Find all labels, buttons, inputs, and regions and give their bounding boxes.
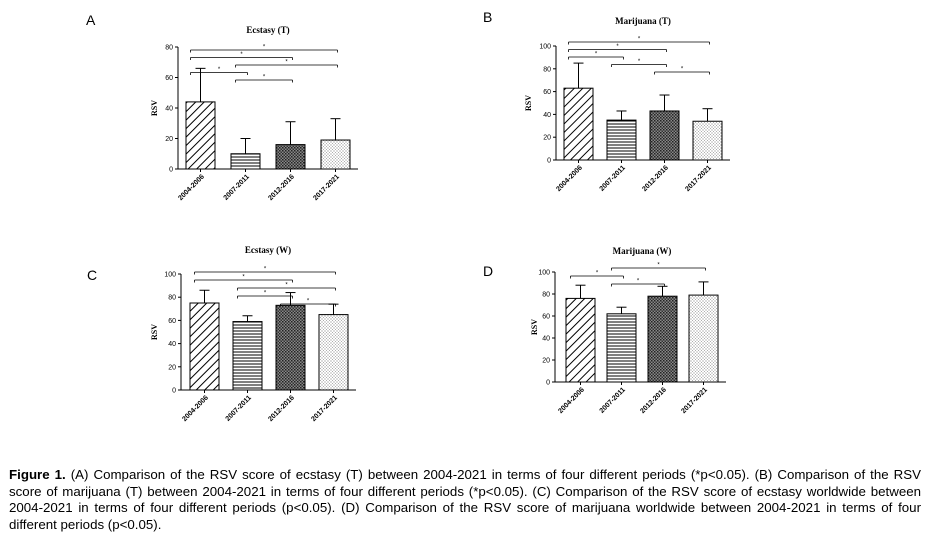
category-label: 2007-2011 bbox=[599, 386, 627, 414]
category-label: 2017-2021 bbox=[684, 164, 713, 193]
caption-text: (A) Comparison of the RSV score of ecsta… bbox=[9, 467, 921, 532]
y-tick-label: 40 bbox=[168, 341, 176, 348]
bar bbox=[320, 139, 351, 170]
bar bbox=[230, 153, 261, 170]
category-label: 2012-2016 bbox=[641, 164, 670, 193]
bar bbox=[649, 110, 680, 161]
chart-title: Ecstasy (W) bbox=[245, 245, 291, 255]
significance-star: * bbox=[285, 283, 288, 289]
category-label: 2017-2021 bbox=[312, 173, 341, 202]
category-label: 2007-2011 bbox=[225, 394, 253, 422]
y-tick-label: 60 bbox=[543, 89, 551, 96]
y-tick-label: 80 bbox=[542, 292, 550, 299]
y-tick-label: 20 bbox=[165, 136, 173, 143]
bar bbox=[606, 119, 637, 161]
y-tick-label: 100 bbox=[164, 272, 176, 279]
y-tick-label: 0 bbox=[547, 158, 551, 165]
chart-title: Ecstasy (T) bbox=[246, 25, 289, 35]
significance-star: * bbox=[285, 60, 288, 66]
y-tick-label: 60 bbox=[542, 314, 550, 321]
bar bbox=[185, 101, 216, 170]
bar bbox=[563, 87, 594, 161]
chart-marijuana-w: Marijuana (W) RSV 0 20 40 60 80 100 2004-2006 200… bbox=[530, 246, 726, 415]
y-axis-label: RSV bbox=[150, 100, 159, 116]
category-label: 2007-2011 bbox=[599, 164, 627, 192]
chart-title: Marijuana (W) bbox=[613, 246, 672, 256]
significance-star: * bbox=[638, 59, 641, 65]
y-tick-label: 60 bbox=[165, 75, 173, 82]
category-label: 2012-2016 bbox=[267, 394, 296, 423]
significance-star: * bbox=[218, 67, 221, 73]
chart-ecstasy-t: Ecstasy (T) RSV 0 20 40 60 80 2004-2006 2007-201… bbox=[150, 25, 358, 202]
bar bbox=[318, 314, 349, 391]
y-tick-label: 20 bbox=[542, 358, 550, 365]
bar bbox=[565, 297, 596, 383]
category-label: 2004-2006 bbox=[557, 386, 586, 415]
bar bbox=[647, 295, 678, 383]
y-tick-label: 100 bbox=[539, 44, 551, 51]
y-tick-label: 0 bbox=[169, 167, 173, 174]
bar bbox=[189, 302, 220, 391]
significance-star: * bbox=[595, 52, 598, 58]
y-tick-label: 40 bbox=[165, 106, 173, 113]
category-label: 2017-2021 bbox=[680, 386, 709, 415]
category-label: 2017-2021 bbox=[310, 394, 339, 423]
significance-star: * bbox=[242, 275, 245, 281]
y-tick-label: 40 bbox=[543, 112, 551, 119]
significance-star: * bbox=[263, 75, 266, 81]
y-axis-label: RSV bbox=[530, 319, 539, 335]
y-tick-label: 80 bbox=[168, 295, 176, 302]
chart-ecstasy-w: Ecstasy (W) RSV 0 20 40 60 80 100 2004-2006 2007-… bbox=[150, 245, 356, 423]
category-label: 2004-2006 bbox=[177, 173, 206, 202]
y-tick-label: 80 bbox=[543, 66, 551, 73]
panel-letter-a: A bbox=[86, 12, 96, 28]
category-label: 2012-2016 bbox=[267, 173, 296, 202]
significance-star: * bbox=[657, 263, 660, 269]
y-tick-label: 20 bbox=[543, 135, 551, 142]
panel-letter-b: B bbox=[483, 9, 492, 25]
y-axis-label: RSV bbox=[150, 324, 159, 340]
significance-star: * bbox=[616, 44, 619, 50]
y-tick-label: 100 bbox=[538, 270, 550, 277]
figure-label: Figure 1. bbox=[9, 467, 66, 482]
category-label: 2004-2006 bbox=[555, 164, 584, 193]
figure-panels: A B C D Ecstasy (T) RSV 0 20 40 60 80 2004-2006… bbox=[86, 9, 730, 423]
significance-star: * bbox=[263, 45, 266, 51]
figure-caption: Figure 1. (A) Comparison of the RSV scor… bbox=[9, 467, 921, 533]
significance-star: * bbox=[240, 52, 243, 58]
significance-star: * bbox=[307, 299, 310, 305]
y-tick-label: 0 bbox=[546, 380, 550, 387]
chart-title: Marijuana (T) bbox=[615, 16, 671, 26]
bar bbox=[275, 144, 306, 170]
y-axis-label: RSV bbox=[524, 95, 533, 111]
category-label: 2007-2011 bbox=[223, 173, 251, 201]
panel-letter-d: D bbox=[483, 263, 493, 279]
y-tick-label: 80 bbox=[165, 45, 173, 52]
significance-star: * bbox=[637, 279, 640, 285]
y-tick-label: 60 bbox=[168, 318, 176, 325]
bar bbox=[275, 304, 306, 391]
chart-marijuana-t: Marijuana (T) RSV 0 20 40 60 80 100 2004-2006 200… bbox=[524, 16, 730, 193]
y-tick-label: 20 bbox=[168, 364, 176, 371]
category-label: 2012-2016 bbox=[639, 386, 668, 415]
category-label: 2004-2006 bbox=[181, 394, 210, 423]
significance-star: * bbox=[596, 271, 599, 277]
y-tick-label: 40 bbox=[542, 336, 550, 343]
bar bbox=[606, 313, 637, 383]
y-tick-label: 0 bbox=[172, 388, 176, 395]
significance-star: * bbox=[638, 37, 641, 43]
bar bbox=[692, 120, 723, 161]
bar bbox=[232, 321, 263, 391]
bar bbox=[688, 294, 719, 383]
significance-star: * bbox=[264, 291, 267, 297]
significance-star: * bbox=[681, 67, 684, 73]
panel-letter-c: C bbox=[87, 267, 97, 283]
significance-star: * bbox=[264, 267, 267, 273]
